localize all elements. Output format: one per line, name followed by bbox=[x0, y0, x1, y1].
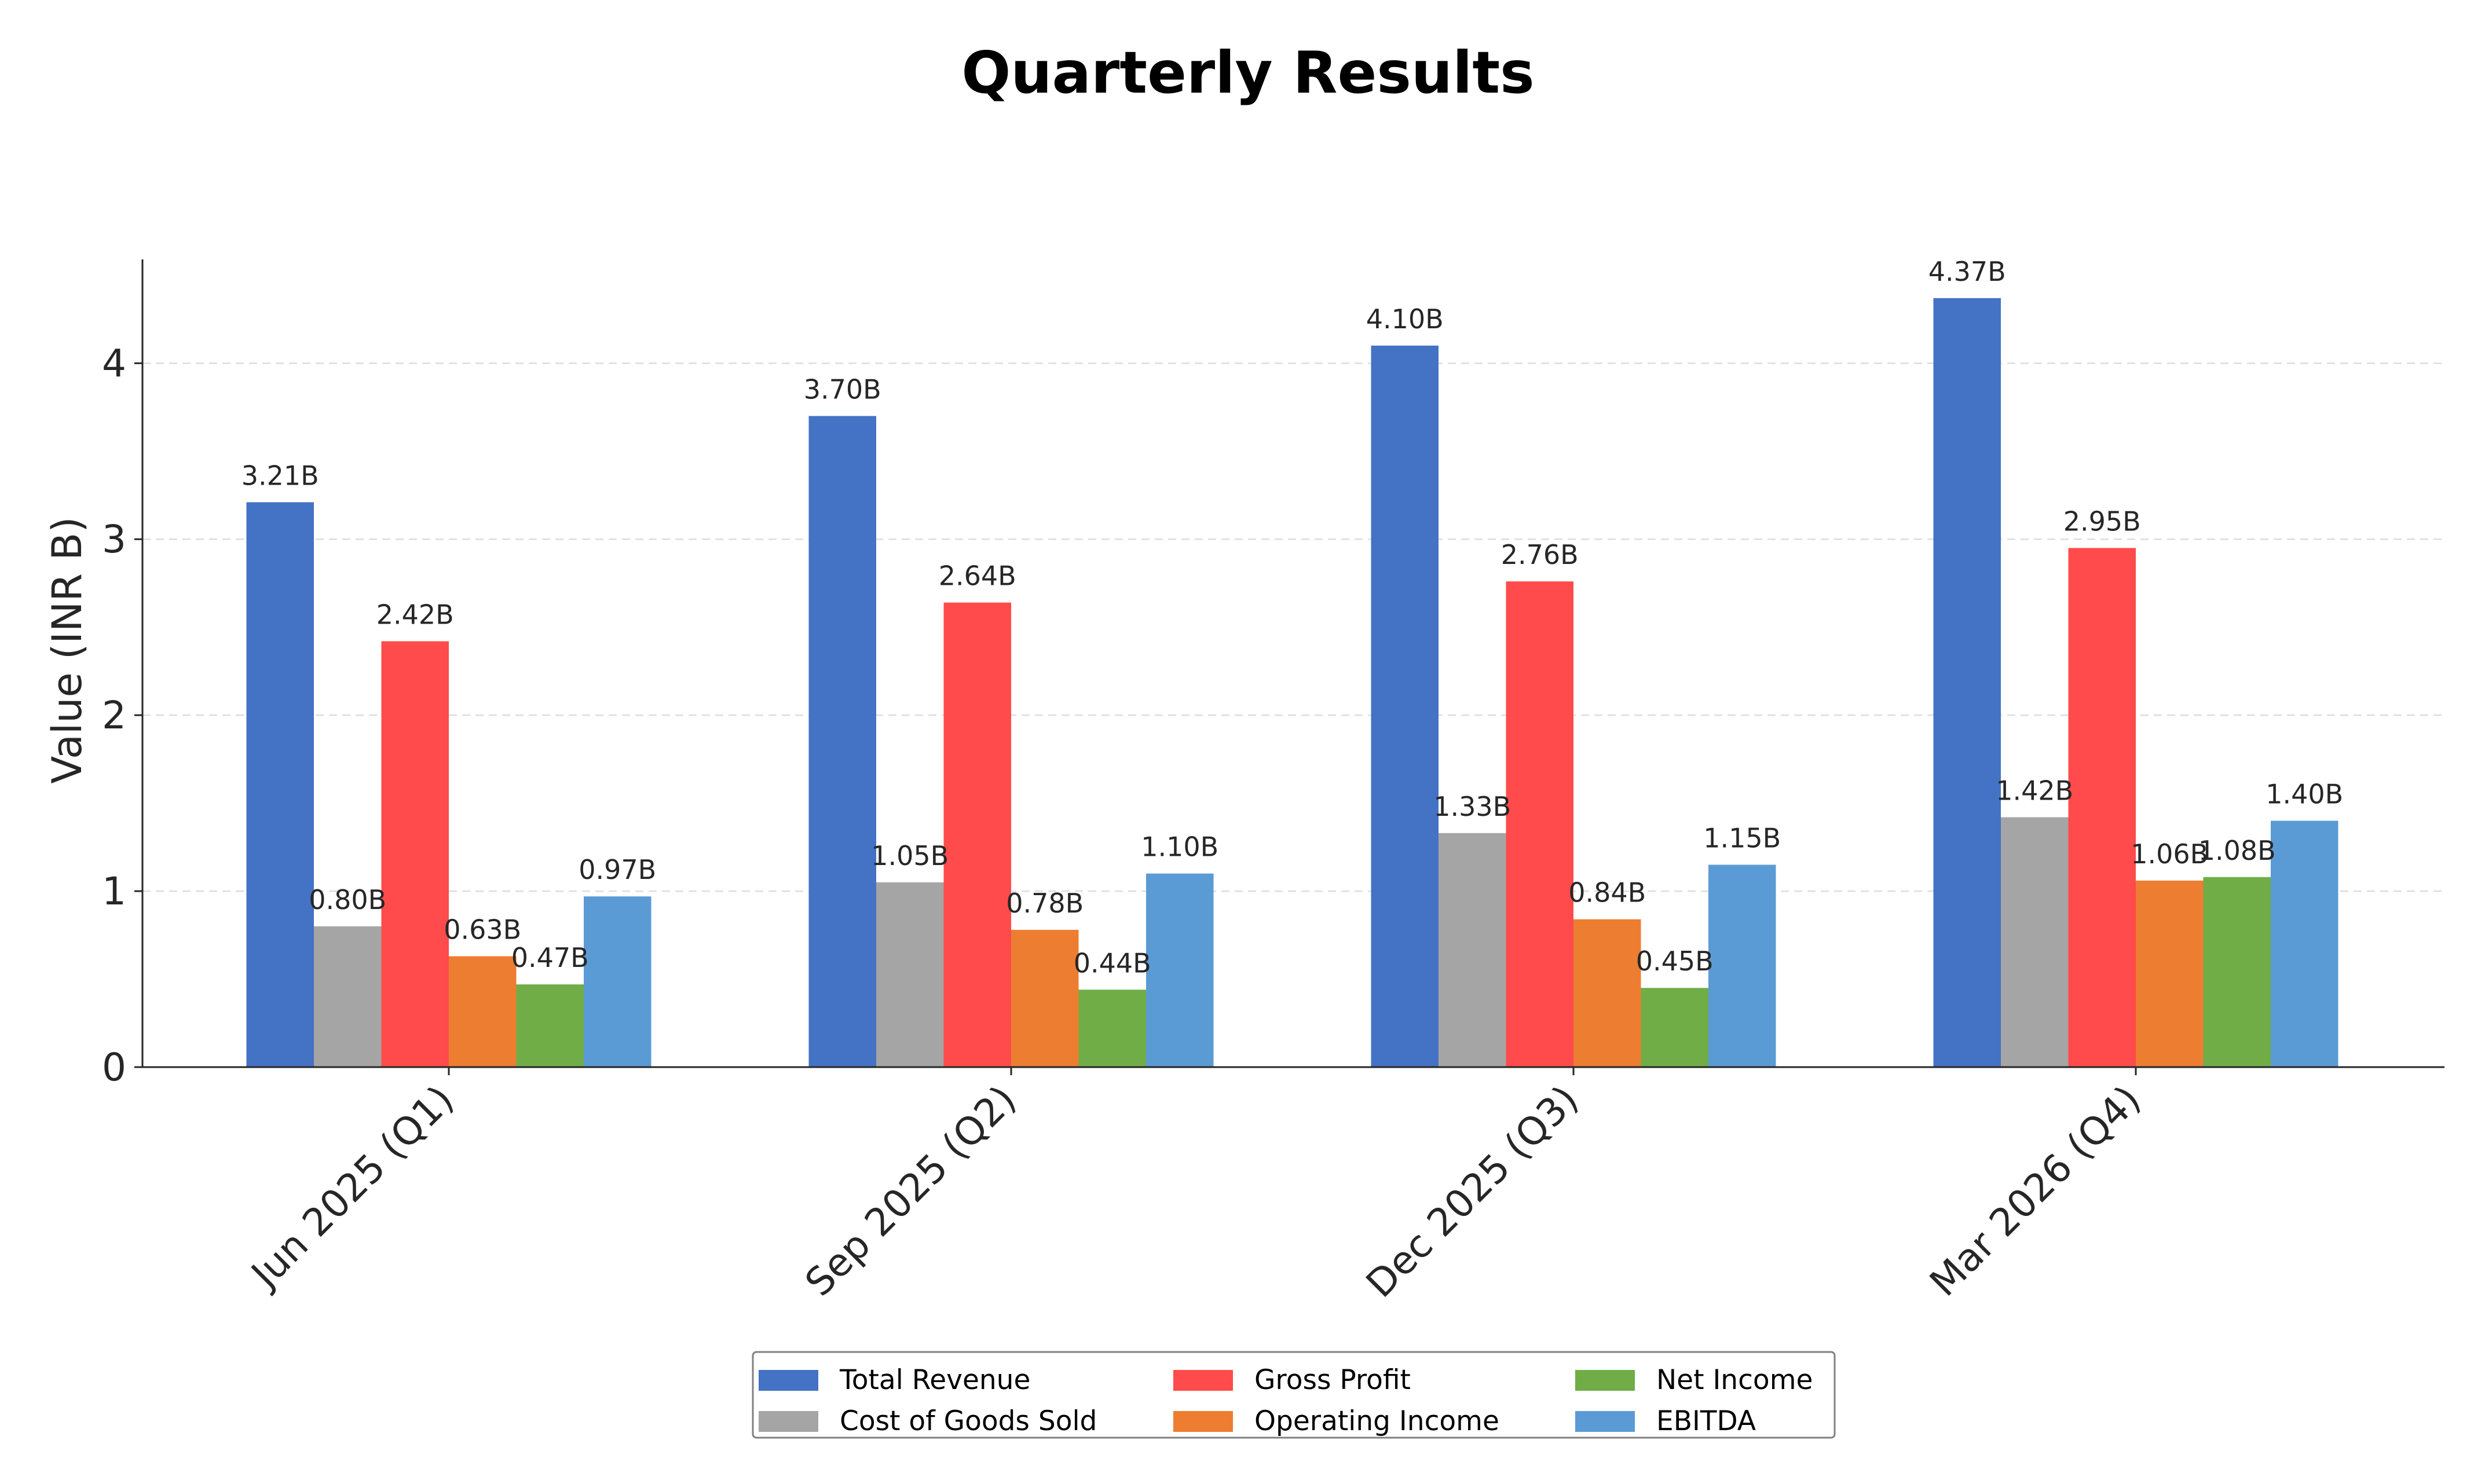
data-label-4-6: 1.40B bbox=[2266, 779, 2343, 810]
legend-swatch-3 bbox=[1173, 1370, 1233, 1391]
y-ticks: 0 1 2 3 4 bbox=[102, 341, 142, 1090]
bar-4-3 bbox=[2068, 548, 2136, 1067]
bar-4-6 bbox=[2271, 820, 2338, 1067]
data-label-3-6: 1.15B bbox=[1703, 822, 1781, 853]
data-label-4-1: 4.37B bbox=[1928, 256, 2006, 287]
y-tick-label-2: 2 bbox=[102, 693, 126, 738]
x-ticks: Jun 2025 (Q1) Sep 2025 (Q2) Dec 2025 (Q3) M… bbox=[241, 1067, 2149, 1306]
chart-title: Quarterly Results bbox=[961, 39, 1534, 107]
bar-1-2 bbox=[314, 926, 382, 1067]
bar-2-6 bbox=[1146, 873, 1214, 1067]
legend: Total Revenue Cost of Goods Sold Gross Pro… bbox=[752, 1351, 1836, 1439]
data-label-1-4: 0.63B bbox=[444, 914, 521, 946]
x-tick-label-4: Mar 2026 (Q4) bbox=[1922, 1077, 2150, 1305]
bar-4-5 bbox=[2203, 877, 2271, 1067]
legend-frame bbox=[752, 1351, 1836, 1439]
data-label-4-2: 1.42B bbox=[1996, 775, 2073, 806]
y-tick-label-3: 3 bbox=[102, 517, 126, 562]
x-tick-label-3: Dec 2025 (Q3) bbox=[1357, 1077, 1587, 1306]
data-label-1-6: 0.97B bbox=[579, 854, 656, 885]
y-tick-label-0: 0 bbox=[102, 1045, 126, 1090]
bar-1-6 bbox=[584, 896, 652, 1067]
data-label-2-5: 0.44B bbox=[1074, 947, 1151, 979]
legend-swatch-6 bbox=[1575, 1411, 1635, 1432]
legend-swatch-4 bbox=[1173, 1411, 1233, 1432]
data-label-2-1: 3.70B bbox=[804, 373, 881, 405]
legend-label-6: EBITDA bbox=[1656, 1405, 1756, 1437]
data-label-2-6: 1.10B bbox=[1141, 831, 1218, 863]
bar-3-2 bbox=[1439, 833, 1506, 1067]
axes bbox=[141, 259, 2444, 1068]
legend-label-4: Operating Income bbox=[1254, 1405, 1499, 1437]
legend-swatch-5 bbox=[1575, 1370, 1635, 1391]
bar-1-1 bbox=[246, 502, 314, 1067]
bar-1-3 bbox=[381, 641, 449, 1067]
bar-3-1 bbox=[1371, 345, 1439, 1067]
data-label-2-4: 0.78B bbox=[1006, 888, 1084, 919]
data-label-3-2: 1.33B bbox=[1433, 791, 1511, 822]
bar-2-5 bbox=[1078, 990, 1146, 1067]
legend-swatch-2 bbox=[759, 1411, 818, 1432]
bar-1-4 bbox=[449, 956, 517, 1067]
bar-3-5 bbox=[1641, 988, 1708, 1067]
bar-2-2 bbox=[876, 882, 944, 1067]
y-tick-label-4: 4 bbox=[102, 341, 126, 386]
bar-3-4 bbox=[1573, 919, 1641, 1067]
bar-2-3 bbox=[943, 602, 1011, 1067]
bar-2-4 bbox=[1011, 929, 1079, 1067]
y-tick-label-1: 1 bbox=[102, 869, 126, 914]
y-axis-label: Value (INR B) bbox=[43, 516, 91, 783]
bar-4-4 bbox=[2136, 880, 2204, 1067]
legend-label-5: Net Income bbox=[1656, 1364, 1813, 1396]
data-label-1-1: 3.21B bbox=[241, 460, 319, 491]
bar-3-6 bbox=[1708, 864, 1776, 1067]
x-tick-label-1: Jun 2025 (Q1) bbox=[241, 1077, 462, 1298]
data-label-1-3: 2.42B bbox=[376, 599, 454, 631]
data-label-2-2: 1.05B bbox=[871, 840, 949, 871]
data-label-4-4: 1.06B bbox=[2131, 838, 2208, 870]
legend-label-3: Gross Profit bbox=[1254, 1364, 1411, 1396]
data-label-1-2: 0.80B bbox=[309, 884, 386, 915]
legend-swatch-1 bbox=[759, 1370, 818, 1391]
bar-4-2 bbox=[2001, 817, 2069, 1067]
bar-1-5 bbox=[516, 984, 584, 1067]
data-label-3-1: 4.10B bbox=[1366, 303, 1444, 335]
data-label-2-3: 2.64B bbox=[939, 560, 1016, 592]
legend-label-1: Total Revenue bbox=[839, 1364, 1030, 1396]
data-label-3-5: 0.45B bbox=[1636, 946, 1714, 977]
bar-2-1 bbox=[808, 416, 876, 1067]
data-label-4-5: 1.08B bbox=[2198, 835, 2276, 866]
x-tick-label-2: Sep 2025 (Q2) bbox=[797, 1077, 1025, 1305]
legend-label-2: Cost of Goods Sold bbox=[840, 1405, 1097, 1437]
data-label-1-5: 0.47B bbox=[511, 942, 589, 973]
data-label-3-3: 2.76B bbox=[1501, 539, 1579, 570]
data-label-3-4: 0.84B bbox=[1568, 877, 1646, 908]
data-label-4-3: 2.95B bbox=[2063, 505, 2141, 537]
bars bbox=[246, 298, 2338, 1067]
bar-4-1 bbox=[1933, 298, 2001, 1067]
bar-3-3 bbox=[1506, 581, 1573, 1067]
